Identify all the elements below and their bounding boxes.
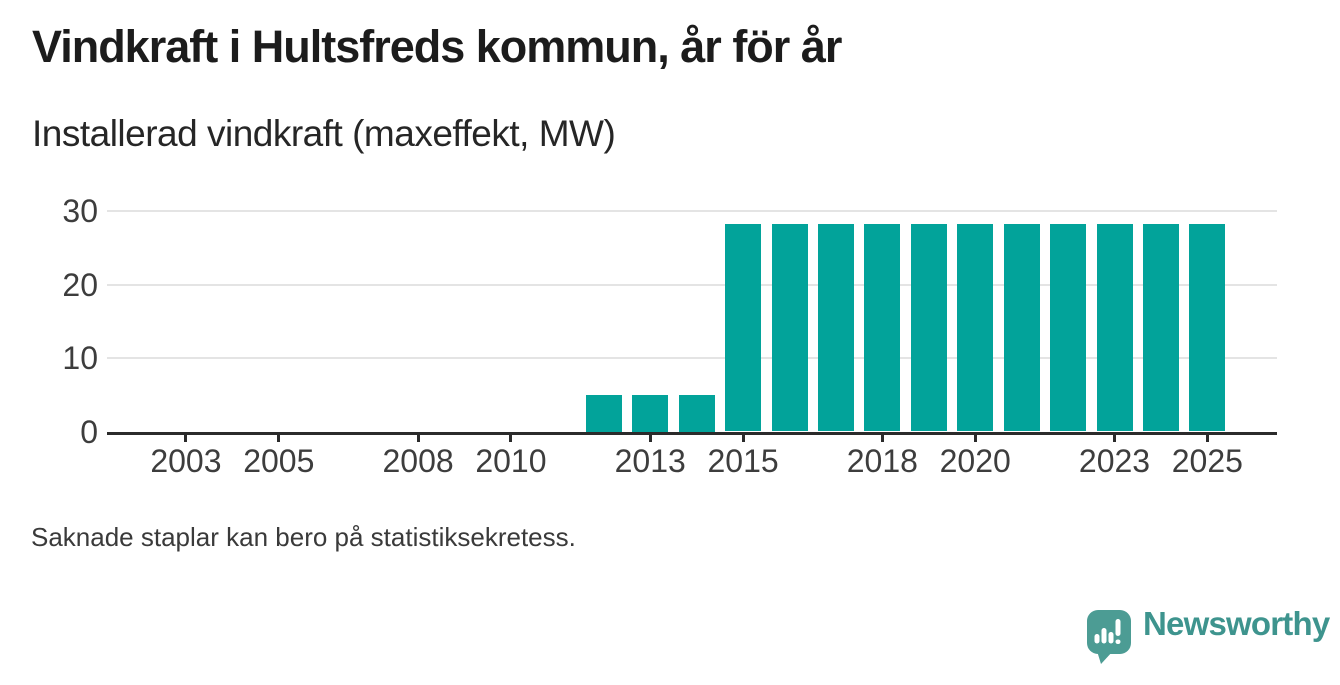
bar-2013 bbox=[632, 394, 669, 432]
bar-2025 bbox=[1189, 224, 1226, 432]
bar-2021 bbox=[1003, 224, 1040, 432]
x-axis-tick-label: 2025 bbox=[1171, 443, 1243, 479]
x-axis-tick-label: 2020 bbox=[939, 443, 1011, 479]
bar-2024 bbox=[1142, 224, 1179, 432]
x-axis-tick-label: 2008 bbox=[382, 443, 454, 479]
y-axis-tick-label: 30 bbox=[62, 193, 98, 229]
y-axis-tick-label: 20 bbox=[62, 266, 98, 303]
newsworthy-branding: Newsworthy bbox=[1087, 604, 1330, 664]
x-axis-tick bbox=[184, 435, 188, 442]
x-axis-tick-label: 2003 bbox=[150, 443, 222, 479]
x-axis-tick bbox=[1205, 435, 1209, 442]
bar-2020 bbox=[957, 224, 994, 432]
x-axis-tick bbox=[648, 435, 652, 442]
x-axis-tick bbox=[416, 435, 420, 442]
chart-title: Vindkraft i Hultsfreds kommun, år för år bbox=[32, 21, 842, 72]
x-axis-line bbox=[107, 431, 1277, 435]
bar-2017 bbox=[817, 224, 854, 432]
bar-2023 bbox=[1096, 224, 1133, 432]
bar-2015 bbox=[725, 224, 762, 432]
x-axis-tick-label: 2013 bbox=[614, 443, 686, 479]
x-axis-tick bbox=[509, 435, 513, 442]
x-axis-tick-label: 2018 bbox=[846, 443, 918, 479]
bar-2016 bbox=[771, 224, 808, 432]
bar-2018 bbox=[864, 224, 901, 432]
x-axis-tick bbox=[973, 435, 977, 442]
y-gridline bbox=[107, 357, 1277, 359]
x-axis-tick-label: 2015 bbox=[707, 443, 779, 479]
newsworthy-logo-icon bbox=[1087, 610, 1131, 664]
footnote: Saknade staplar kan bero på statistiksek… bbox=[31, 522, 576, 552]
y-gridline bbox=[107, 210, 1277, 212]
x-axis-tick-label: 2005 bbox=[243, 443, 315, 479]
y-axis-tick-label: 0 bbox=[80, 413, 98, 450]
bar-2014 bbox=[678, 394, 715, 432]
newsworthy-wordmark: Newsworthy bbox=[1143, 605, 1330, 642]
x-axis-tick bbox=[277, 435, 281, 442]
y-axis-tick-label: 10 bbox=[62, 340, 98, 376]
bar-2022 bbox=[1050, 224, 1087, 432]
x-axis-tick bbox=[1113, 435, 1116, 442]
x-axis-tick-label: 2023 bbox=[1078, 443, 1151, 479]
x-axis-tick-label: 2010 bbox=[475, 443, 547, 479]
x-axis-tick bbox=[880, 435, 884, 442]
y-gridline bbox=[107, 283, 1277, 286]
chart-subtitle: Installerad vindkraft (maxeffekt, MW) bbox=[32, 113, 616, 154]
x-axis-tick bbox=[741, 435, 745, 442]
bar-2012 bbox=[585, 394, 622, 432]
bar-2019 bbox=[910, 224, 947, 432]
